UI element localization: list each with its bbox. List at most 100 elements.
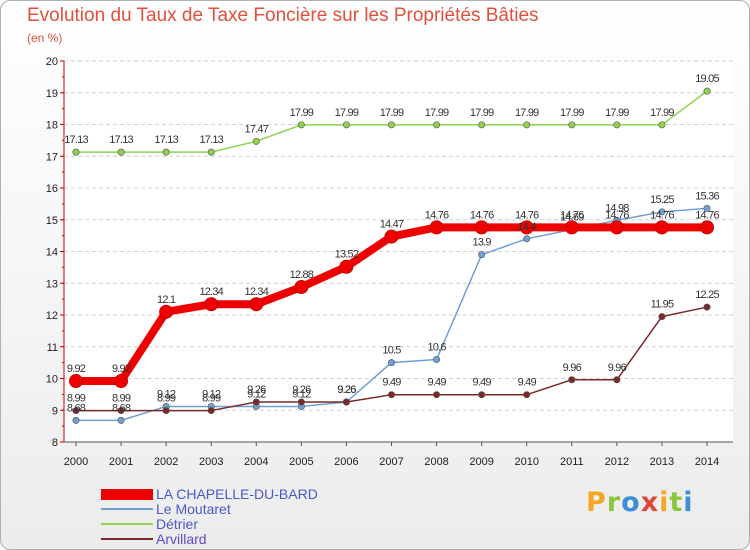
data-label: 9.12 — [247, 388, 266, 400]
data-label: 14.4 — [518, 221, 537, 233]
data-label: 10.5 — [382, 345, 401, 357]
data-point — [519, 220, 534, 235]
data-point — [433, 121, 441, 129]
labels-arvillard: 8.99 8.99 8.99 8.99 9.26 9.26 9.26 9.49 9.49 9.49… — [67, 289, 720, 405]
data-label: 15.36 — [695, 190, 719, 202]
logo-letter: r — [606, 487, 622, 518]
data-point — [162, 407, 170, 415]
data-label: 13.9 — [473, 237, 492, 249]
data-point — [69, 374, 83, 389]
chart-title: Evolution du Taux de Taxe Foncière sur l… — [27, 5, 539, 26]
y-tick-label: 12 — [46, 310, 58, 322]
data-point — [297, 121, 305, 129]
data-point — [252, 137, 260, 145]
legend-label: Détrier — [156, 516, 199, 532]
data-point — [568, 121, 576, 129]
data-label: 14.76 — [695, 209, 719, 221]
data-label: 17.99 — [605, 107, 629, 119]
x-tick-label: 2009 — [469, 456, 493, 468]
proxiti-logo: Proxiti — [586, 487, 694, 518]
data-label: 14.76 — [650, 209, 674, 221]
data-label: 12.88 — [290, 269, 314, 281]
data-label: 9.92 — [67, 363, 86, 375]
data-label: 10.6 — [427, 341, 446, 353]
data-point — [478, 251, 486, 259]
data-label: 17.99 — [515, 107, 539, 119]
data-label: 9.26 — [337, 384, 356, 396]
x-tick-label: 2012 — [605, 456, 629, 468]
data-point — [249, 297, 264, 312]
data-point — [342, 121, 350, 129]
x-tick-label: 2011 — [560, 456, 584, 468]
data-point — [433, 355, 441, 363]
legend-label: LA CHAPELLE-DU-BARD — [156, 486, 318, 502]
data-label: 8.68 — [112, 402, 131, 414]
legend-label: Arvillard — [156, 531, 207, 547]
data-point — [703, 87, 711, 95]
data-point — [297, 398, 305, 406]
labels-la-chapelle-du-bard: 9.92 9.92 12.1 12.34 12.34 12.88 13.52 14.47 14.… — [67, 209, 720, 375]
data-label: 14.76 — [515, 209, 539, 221]
data-label: 9.96 — [608, 362, 627, 374]
y-tick-label: 10 — [46, 374, 58, 386]
unit-label: (en %) — [27, 31, 63, 45]
data-point — [703, 303, 711, 311]
data-point — [658, 313, 666, 321]
data-point — [114, 374, 129, 389]
data-point — [159, 304, 174, 319]
data-label: 9.49 — [382, 377, 401, 389]
data-label: 17.13 — [64, 134, 88, 146]
data-label: 9.26 — [292, 384, 311, 396]
data-label: 14.47 — [380, 219, 404, 231]
data-label: 17.99 — [650, 107, 674, 119]
data-point — [568, 376, 576, 384]
data-point — [613, 376, 621, 384]
data-label: 17.99 — [560, 107, 584, 119]
x-tick-label: 2001 — [109, 456, 133, 468]
legend-swatch — [101, 523, 153, 525]
y-tick-label: 14 — [46, 247, 58, 259]
data-label: 17.99 — [470, 107, 494, 119]
logo-letter: i — [659, 487, 670, 518]
y-tick-label: 17 — [46, 151, 58, 163]
data-label: 17.99 — [380, 107, 404, 119]
data-label: 17.47 — [245, 123, 269, 135]
y-tick-label: 13 — [46, 278, 58, 290]
data-point — [207, 407, 215, 415]
data-point — [654, 220, 669, 235]
data-point — [294, 280, 309, 295]
data-point — [429, 220, 444, 235]
data-point — [387, 359, 395, 367]
data-point — [564, 220, 579, 235]
data-point — [387, 391, 395, 399]
data-label: 11.95 — [651, 299, 674, 311]
y-tick-label: 18 — [46, 120, 58, 132]
labels-d-trier: 17.13 17.13 17.13 17.13 17.47 17.99 17.99 17.99… — [64, 73, 720, 146]
data-label: 14.76 — [425, 209, 449, 221]
data-label: 14.98 — [605, 202, 629, 214]
data-label: 12.25 — [695, 289, 719, 301]
logo-letter: x — [640, 487, 660, 518]
data-point — [339, 259, 354, 274]
x-tick-label: 2007 — [379, 456, 403, 468]
y-tick-label: 8 — [52, 437, 58, 449]
x-tick-label: 2006 — [334, 456, 358, 468]
logo-letter: o — [621, 487, 641, 518]
data-label: 14.76 — [560, 209, 584, 221]
data-point — [342, 398, 350, 406]
data-point — [207, 148, 215, 156]
data-point — [478, 391, 486, 399]
data-label: 9.96 — [563, 362, 582, 374]
legend-swatch — [101, 489, 153, 500]
data-point — [478, 121, 486, 129]
data-label: 9.12 — [202, 388, 221, 400]
data-label: 9.26 — [337, 384, 356, 396]
data-label: 14.76 — [470, 209, 494, 221]
logo-letter: i — [683, 487, 694, 518]
data-label: 8.99 — [112, 393, 131, 405]
data-label: 8.99 — [67, 393, 86, 405]
x-tick-label: 2003 — [199, 456, 223, 468]
data-label: 17.99 — [425, 107, 449, 119]
